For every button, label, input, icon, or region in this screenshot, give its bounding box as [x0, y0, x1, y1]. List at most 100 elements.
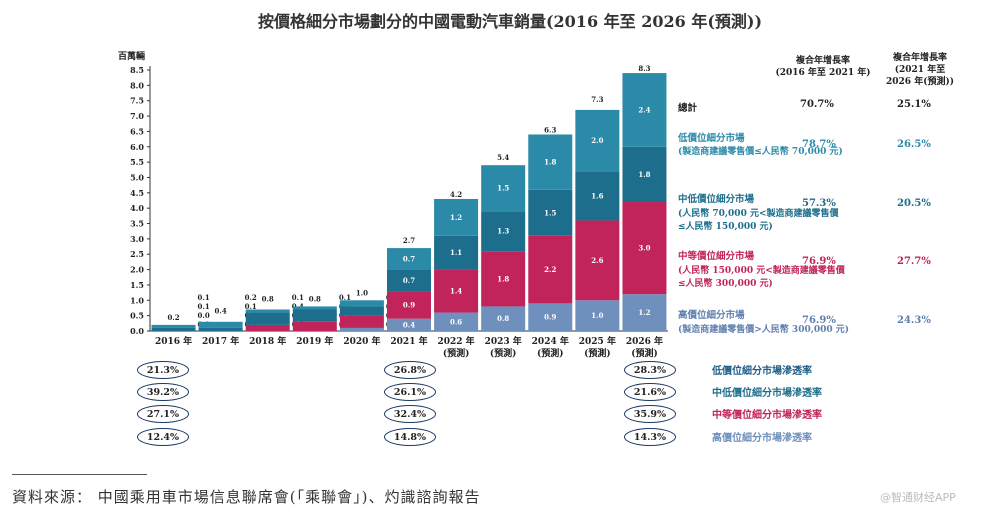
bar-segment: [481, 251, 526, 307]
penetration-legend-mid: 中等價位細分市場滲透率: [712, 410, 822, 421]
x-tick-label: 2016 年: [155, 335, 192, 347]
penetration-2021-high: 14.8%: [384, 428, 436, 446]
y-tick-label: 1.0: [130, 295, 144, 305]
penetration-2026-mid: 35.9%: [624, 405, 676, 423]
bar-total-label: 4.2: [450, 190, 462, 199]
x-tick-label: 2017 年: [202, 335, 239, 347]
y-tick-label: 4.5: [130, 188, 144, 198]
bar-segment: [151, 327, 196, 331]
bar-segment: [387, 318, 431, 331]
bar-segment: [434, 235, 479, 270]
segment-value-label: 2.0: [591, 136, 603, 145]
y-tick-label: 6.5: [130, 126, 144, 136]
mid-low-cagr-2021-2026: 20.5%: [897, 198, 931, 209]
bar-segment: [339, 315, 384, 328]
bar-segment: [387, 269, 431, 292]
bar-segment: [528, 134, 573, 190]
bar-segment: [198, 327, 243, 331]
segment-value-label: 0.9: [544, 313, 556, 322]
bar-segment: [387, 248, 431, 270]
bar-total-label: 7.3: [591, 95, 603, 104]
penetration-2016-mid: 27.1%: [137, 405, 189, 423]
bar-segment: [434, 312, 479, 331]
bar-segment: [434, 269, 479, 313]
bar-total-label: 0.8: [309, 294, 321, 303]
x-tick-label: 2026 年: [626, 335, 663, 347]
penetration-2026-low: 28.3%: [624, 361, 676, 379]
mid-cagr-2021-2026: 27.7%: [897, 256, 931, 267]
segment-value-label: 3.0: [638, 244, 650, 253]
bar-segment: [198, 321, 243, 328]
segment-value-label: 0.7: [403, 276, 415, 285]
high-cagr-2016-2021: 76.9%: [802, 315, 836, 326]
bar-segment: [245, 309, 290, 313]
segment-value-label: 1.0: [591, 311, 603, 320]
y-axis-unit: 百萬輛: [118, 52, 146, 62]
segment-value-label: 1.4: [450, 287, 462, 296]
y-tick-label: 7.0: [130, 111, 144, 121]
x-tick-label: 2023 年: [485, 335, 522, 347]
chart-title: 按價格細分市場劃分的中國電動汽車銷量(2016 年至 2026 年(預測)): [257, 12, 763, 31]
x-tick-sublabel: (預測): [443, 347, 470, 359]
bar-segment: [151, 324, 196, 328]
bar-total-label: 5.4: [497, 153, 509, 162]
high-cagr-2021-2026: 24.3%: [897, 315, 931, 326]
y-tick-label: 1.5: [130, 280, 144, 290]
source-note: 資料來源： 中國乘用車市場信息聯席會(「乘聯會」)、灼識諮詢報告: [12, 488, 481, 506]
x-tick-sublabel: (預測): [490, 347, 517, 359]
penetration-2026-high: 14.3%: [624, 428, 676, 446]
bar-total-label: 8.3: [638, 64, 650, 73]
x-tick-label: 2019 年: [296, 335, 333, 347]
bar-total-label: 0.2: [167, 313, 179, 322]
penetration-2016-mid-low: 39.2%: [137, 383, 189, 401]
segment-value-label: 0.0: [198, 311, 210, 320]
low-cagr-2016-2021: 78.7%: [802, 139, 836, 150]
y-tick-label: 2.0: [130, 265, 144, 275]
bar-segment: [622, 146, 667, 203]
penetration-2016-high: 12.4%: [137, 428, 189, 446]
penetration-2021-mid: 32.4%: [384, 405, 436, 423]
segment-value-label: 2.2: [544, 265, 556, 274]
mid-cagr-2016-2021: 76.9%: [802, 256, 836, 267]
bar-segment: [575, 171, 620, 221]
cagr-header-2021-2026: 複合年增長率 (2021 年至 2026 年(預測)): [886, 53, 954, 87]
bar-segment: [622, 294, 667, 331]
bar-segment: [528, 303, 573, 331]
legend-item-low: 低價位細分市場 (製造商建議零售價≤人民幣 70,000 元): [678, 133, 843, 157]
mid-low-cagr-2016-2021: 57.3%: [802, 198, 836, 209]
x-tick-sublabel: (預測): [537, 347, 564, 359]
y-tick-label: 3.5: [130, 219, 144, 229]
bar-segment: [339, 306, 384, 316]
penetration-2021-low: 26.8%: [384, 361, 436, 379]
segment-value-label: 0.1: [245, 302, 257, 311]
penetration-legend-mid-low: 中低價位細分市場滲透率: [712, 388, 822, 399]
y-tick-label: 0.0: [130, 326, 144, 336]
x-tick-label: 2021 年: [390, 335, 427, 347]
segment-value-label: 1.8: [497, 274, 509, 283]
segment-value-label: 0.6: [450, 317, 462, 326]
low-cagr-2021-2026: 26.5%: [897, 139, 931, 150]
segment-value-label: 1.8: [638, 170, 650, 179]
bar-total-label: 0.4: [215, 307, 227, 316]
bar-total-label: 0.8: [262, 294, 274, 303]
cagr-header-2016-2021: 複合年增長率 (2016 年至 2021 年): [775, 56, 871, 78]
bar-segment: [575, 220, 620, 301]
y-tick-label: 5.5: [130, 157, 144, 167]
bar-segment: [292, 309, 337, 322]
segment-value-label: 0.1: [198, 293, 210, 302]
source-divider: [12, 474, 147, 475]
x-tick-label: 2025 年: [579, 335, 616, 347]
x-tick-label: 2020 年: [343, 335, 380, 347]
bar-segment: [339, 327, 384, 331]
segment-value-label: 1.2: [638, 308, 650, 317]
penetration-2021-mid-low: 26.1%: [384, 383, 436, 401]
bar-segment: [245, 324, 290, 331]
y-tick-label: 4.0: [130, 203, 144, 213]
y-tick-label: 2.5: [130, 249, 144, 259]
segment-value-label: 1.6: [591, 191, 603, 200]
y-tick-label: 7.5: [130, 96, 144, 106]
bar-segment: [481, 165, 526, 212]
bar-segment: [528, 189, 573, 236]
bar-segment: [292, 321, 337, 331]
bar-total-label: 2.7: [403, 236, 415, 245]
